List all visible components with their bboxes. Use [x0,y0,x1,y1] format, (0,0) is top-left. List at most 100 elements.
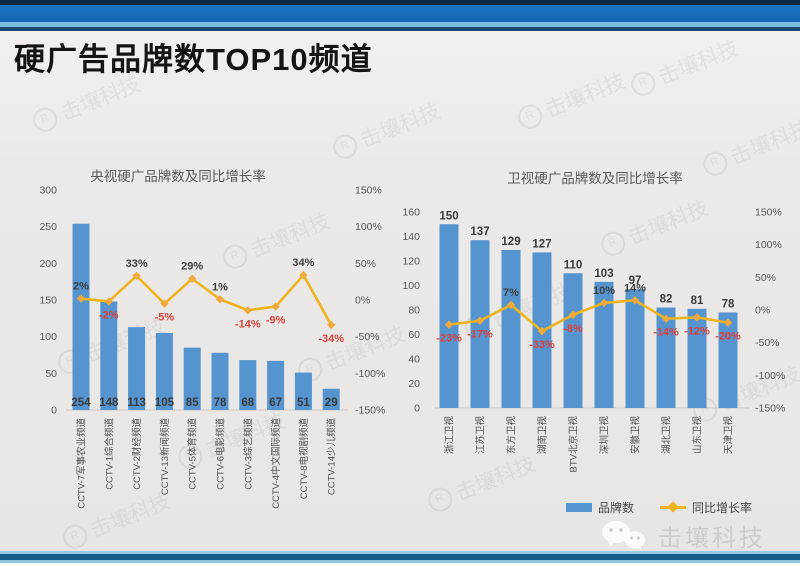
svg-text:34%: 34% [292,257,314,269]
svg-text:-150%: -150% [755,403,785,415]
growth-labels: -23% -17% 7% -33% -8% 10% 14% -14% -12% -20% [436,282,741,351]
svg-text:150: 150 [439,210,458,222]
top-banner [0,0,800,31]
line-markers [444,296,733,336]
svg-text:CCTV-6电影频道: CCTV-6电影频道 [215,418,227,490]
svg-text:100: 100 [402,280,420,292]
svg-text:110: 110 [564,259,583,271]
svg-text:85: 85 [186,397,199,409]
svg-text:148: 148 [99,397,119,409]
right-chart-title: 卫视硬广品牌数及同比增长率 [507,171,683,186]
svg-text:-14%: -14% [653,327,679,339]
svg-text:150%: 150% [755,207,782,219]
svg-text:-150%: -150% [355,405,385,417]
svg-text:82: 82 [660,294,673,306]
svg-text:14%: 14% [624,282,646,294]
svg-text:东方卫视: 东方卫视 [506,416,518,455]
border-stripe-white [0,563,800,566]
svg-text:BTV北京卫视: BTV北京卫视 [568,416,580,473]
svg-text:78: 78 [214,397,227,409]
x-axis-labels: CCTV-7军事农业频道 CCTV-1综合频道 CCTV-2财经频道 CCTV-13新… [76,418,338,509]
svg-text:51: 51 [297,397,310,409]
left-axis-ticks: 160 140 120 100 80 60 40 20 0 [402,207,420,415]
bars [439,224,738,408]
legend-item-brands: 品牌数 [566,499,634,516]
svg-text:50%: 50% [755,272,776,284]
svg-text:20: 20 [408,378,420,390]
svg-text:150: 150 [39,295,57,307]
legend-bar-label: 品牌数 [598,501,635,515]
svg-text:127: 127 [532,238,551,250]
svg-text:CCTV-7军事农业频道: CCTV-7军事农业频道 [76,418,88,509]
svg-text:-12%: -12% [684,325,710,337]
svg-text:-33%: -33% [529,339,555,351]
svg-text:-34%: -34% [318,333,344,345]
svg-text:CCTV-14少儿频道: CCTV-14少儿频道 [326,418,338,496]
legend-line-swatch [660,501,687,513]
svg-text:100%: 100% [755,239,782,251]
svg-text:200: 200 [39,258,57,270]
banner-stripe-dark [0,0,800,5]
svg-text:天津卫视: 天津卫视 [723,416,735,455]
border-stripe-light [0,551,800,554]
svg-text:113: 113 [127,397,146,409]
svg-text:CCTV-8电视剧频道: CCTV-8电视剧频道 [298,418,310,500]
bar-value-labels: 150 137 129 127 110 103 97 82 81 78 [439,210,735,310]
svg-text:湖北卫视: 湖北卫视 [661,416,673,455]
right-axis-ticks: 150% 100% 50% 0% -50% -100% -150% [755,207,785,415]
svg-text:0: 0 [414,403,420,415]
svg-text:33%: 33% [126,258,148,270]
svg-text:68: 68 [241,397,254,409]
svg-text:0: 0 [51,405,57,417]
svg-text:浙江卫视: 浙江卫视 [444,416,456,455]
banner-stripe-light [0,22,800,27]
border-stripe-light2 [0,560,800,563]
svg-text:0%: 0% [755,305,770,317]
svg-text:-100%: -100% [755,370,785,382]
brand-text: 击壤科技 [658,525,766,552]
x-axis-labels: 浙江卫视 江苏卫视 东方卫视 湖南卫视 BTV北京卫视 深圳卫视 安徽卫视 湖北卫视 山东卫视 天… [444,416,735,473]
svg-text:29: 29 [325,397,338,409]
svg-text:67: 67 [269,397,282,409]
svg-text:-9%: -9% [266,315,286,327]
left-axis-ticks: 300 250 200 150 100 50 0 [39,185,57,417]
svg-text:CCTV-1综合频道: CCTV-1综合频道 [103,418,115,490]
svg-text:-2%: -2% [99,309,119,321]
left-chart-title: 央视硬广品牌数及同比增长率 [90,169,266,184]
svg-text:81: 81 [691,295,704,307]
svg-text:-23%: -23% [436,333,462,345]
wechat-icon [602,520,645,551]
svg-text:150%: 150% [355,185,382,197]
svg-text:120: 120 [402,256,420,268]
svg-text:78: 78 [722,298,735,310]
svg-text:100: 100 [39,331,57,343]
svg-text:-50%: -50% [755,337,780,349]
svg-text:CCTV-3综艺频道: CCTV-3综艺频道 [242,418,254,490]
svg-text:CCTV-5体育频道: CCTV-5体育频道 [187,418,199,490]
bottom-border [0,551,800,566]
svg-text:-100%: -100% [355,368,385,380]
legend-item-growth: 同比增长率 [660,499,752,516]
growth-line [80,273,333,326]
svg-text:29%: 29% [181,261,203,273]
footer-brand: 击壤科技 [600,518,766,553]
growth-labels: 2% -2% 33% -5% 29% 1% -14% -9% 34% -34% [73,257,344,345]
svg-text:安徽卫视: 安徽卫视 [630,416,642,455]
banner-stripe-blue [0,5,800,22]
svg-text:254: 254 [71,397,91,409]
svg-text:1%: 1% [212,281,228,293]
svg-text:CCTV-13新闻频道: CCTV-13新闻频道 [159,418,171,496]
legend-diamond-marker [667,501,679,513]
svg-text:10%: 10% [593,285,615,297]
svg-text:-17%: -17% [467,329,493,341]
bars [72,223,340,410]
chart-legend: 品牌数 同比增长率 [566,499,752,516]
svg-text:-50%: -50% [355,331,380,343]
svg-text:50%: 50% [355,258,376,270]
svg-text:250: 250 [39,221,57,233]
svg-text:湖南卫视: 湖南卫视 [537,416,549,455]
svg-text:103: 103 [594,268,613,280]
svg-text:100%: 100% [355,221,382,233]
chart-cctv: 300 250 200 150 100 50 0 150% 100% 50% 0% -50% -100%… [39,185,385,509]
